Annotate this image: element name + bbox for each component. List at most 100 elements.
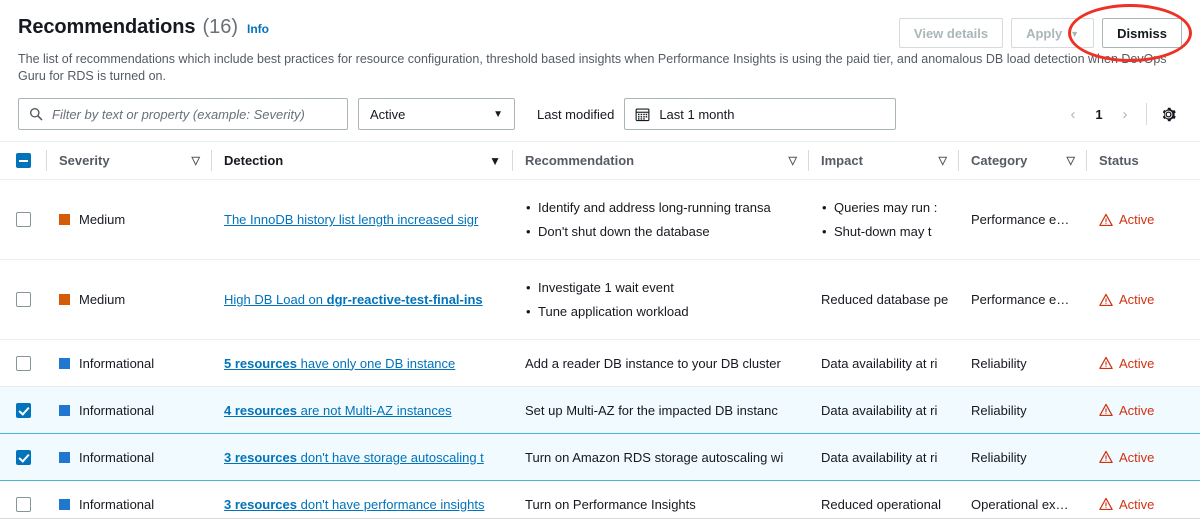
info-link[interactable]: Info — [247, 22, 270, 36]
row-select-cell — [0, 387, 47, 434]
severity-cell: Informational — [47, 340, 212, 387]
detection-cell: High DB Load on dgr-reactive-test-final-… — [212, 260, 513, 340]
status-filter-value: Active — [370, 106, 406, 122]
impact-cell: Data availability at ri — [809, 387, 959, 434]
impact-text: Data availability at ri — [821, 355, 938, 371]
category-cell: Performance e… — [959, 180, 1087, 260]
recommendation-count: (16) — [202, 16, 239, 38]
column-header-category[interactable]: Category ▽ — [959, 142, 1087, 180]
column-header-severity[interactable]: Severity ▽ — [47, 142, 212, 180]
next-page-button[interactable]: › — [1122, 105, 1128, 123]
warning-triangle-icon — [1099, 356, 1113, 370]
title-row: Recommendations (16) Info — [18, 16, 1182, 44]
column-divider — [46, 150, 47, 171]
apply-button[interactable]: Apply ▼ — [1011, 18, 1095, 48]
detection-link[interactable]: 4 resources are not Multi-AZ instances — [224, 402, 452, 418]
column-header-impact[interactable]: Impact ▽ — [809, 142, 959, 180]
column-divider — [1086, 150, 1087, 171]
column-label-status: Status — [1099, 153, 1139, 168]
severity-swatch — [59, 214, 70, 225]
category-cell: Reliability — [959, 340, 1087, 387]
severity-swatch — [59, 294, 70, 305]
impact-cell: Data availability at ri — [809, 340, 959, 387]
recommendation-cell: Turn on Performance Insights — [513, 481, 809, 519]
status-badge: Active — [1099, 212, 1188, 227]
status-cell: Active — [1087, 180, 1200, 260]
table-row[interactable]: Medium The InnoDB history list length inc… — [0, 180, 1200, 260]
recommendation-cell: Identify and address long-running transa… — [513, 180, 809, 260]
sort-icon-recommendation: ▽ — [788, 155, 797, 167]
detection-link[interactable]: 5 resources have only one DB instance — [224, 355, 456, 371]
chevron-down-icon: ▼ — [493, 108, 503, 120]
column-label-impact: Impact — [821, 153, 863, 168]
recommendations-table-wrapper: Severity ▽ Detection ▼ — [0, 141, 1200, 519]
status-badge: Active — [1099, 356, 1188, 371]
status-badge: Active — [1099, 403, 1188, 418]
impact-text: Reduced operational — [821, 496, 941, 512]
settings-gear-button[interactable] — [1154, 100, 1182, 128]
row-checkbox[interactable] — [16, 449, 31, 465]
row-checkbox[interactable] — [16, 212, 31, 227]
date-range-value: Last 1 month — [659, 106, 735, 122]
detection-link[interactable]: 3 resources don't have storage autoscali… — [224, 449, 484, 465]
prev-page-button[interactable]: ‹ — [1070, 105, 1076, 123]
detection-cell: 4 resources are not Multi-AZ instances — [212, 387, 513, 434]
impact-list: Queries may run :Shut-down may t — [821, 196, 947, 244]
row-checkbox[interactable] — [16, 355, 31, 371]
status-label: Active — [1119, 402, 1155, 418]
table-header-row: Severity ▽ Detection ▼ — [0, 142, 1200, 180]
list-item: Tune application workload — [525, 300, 797, 324]
row-checkbox[interactable] — [16, 292, 31, 307]
recommendation-cell: Investigate 1 wait eventTune application… — [513, 260, 809, 340]
header-actions: View details Apply ▼ Dismiss — [898, 18, 1182, 48]
table-row[interactable]: Informational 4 resources are not Multi-A… — [0, 386, 1200, 434]
row-select-cell — [0, 180, 47, 260]
row-checkbox[interactable] — [16, 402, 31, 418]
category-text: Performance e… — [971, 212, 1070, 227]
severity-swatch — [59, 404, 70, 416]
gear-icon — [1162, 107, 1176, 121]
row-select-cell — [0, 260, 47, 340]
detection-cell: 3 resources don't have performance insig… — [212, 481, 513, 519]
column-header-detection[interactable]: Detection ▼ — [212, 142, 513, 180]
select-all-checkbox[interactable] — [16, 153, 31, 168]
column-label-category: Category — [971, 153, 1028, 168]
impact-text: Data availability at ri — [821, 402, 938, 418]
list-item: Don't shut down the database — [525, 220, 797, 244]
table-row[interactable]: Medium High DB Load on dgr-reactive-test-… — [0, 260, 1200, 340]
severity-cell: Medium — [47, 260, 212, 340]
recommendation-cell: Add a reader DB instance to your DB clus… — [513, 340, 809, 387]
recommendation-text: Add a reader DB instance to your DB clus… — [525, 355, 781, 371]
calendar-icon — [635, 108, 650, 121]
detection-link[interactable]: The InnoDB history list length increased… — [224, 212, 479, 227]
severity-label: Informational — [79, 496, 155, 512]
severity-label: Informational — [79, 449, 155, 465]
status-badge: Active — [1099, 450, 1188, 465]
impact-cell: Queries may run :Shut-down may t — [809, 180, 959, 260]
date-range-picker[interactable]: Last 1 month — [624, 98, 897, 130]
recommendation-text: Turn on Performance Insights — [525, 496, 696, 512]
recommendation-list: Investigate 1 wait eventTune application… — [525, 276, 797, 324]
table-row[interactable]: Informational 3 resources don't have perf… — [0, 481, 1200, 519]
severity-label: Medium — [79, 212, 126, 227]
detection-link[interactable]: High DB Load on dgr-reactive-test-final-… — [224, 292, 483, 307]
table-row[interactable]: Informational 3 resources don't have stor… — [0, 433, 1200, 481]
recommendations-table: Severity ▽ Detection ▼ — [0, 142, 1200, 519]
page-number-1[interactable]: 1 — [1095, 106, 1103, 122]
detection-link[interactable]: 3 resources don't have performance insig… — [224, 496, 485, 512]
search-input[interactable]: Filter by text or property (example: Sev… — [18, 98, 348, 130]
column-header-status[interactable]: Status — [1087, 142, 1200, 180]
chevron-down-icon: ▼ — [1070, 28, 1080, 39]
dismiss-button[interactable]: Dismiss — [1102, 18, 1182, 48]
column-header-recommendation[interactable]: Recommendation ▽ — [513, 142, 809, 180]
search-placeholder: Filter by text or property (example: Sev… — [52, 106, 305, 122]
page-description: The list of recommendations which includ… — [18, 52, 1167, 83]
status-filter-select[interactable]: Active ▼ — [358, 98, 515, 130]
view-details-button[interactable]: View details — [898, 18, 1004, 48]
status-badge: Active — [1099, 292, 1188, 307]
row-checkbox[interactable] — [16, 496, 31, 512]
recommendation-cell: Set up Multi-AZ for the impacted DB inst… — [513, 387, 809, 434]
table-row[interactable]: Informational 5 resources have only one D… — [0, 340, 1200, 387]
severity-label: Medium — [79, 292, 126, 307]
